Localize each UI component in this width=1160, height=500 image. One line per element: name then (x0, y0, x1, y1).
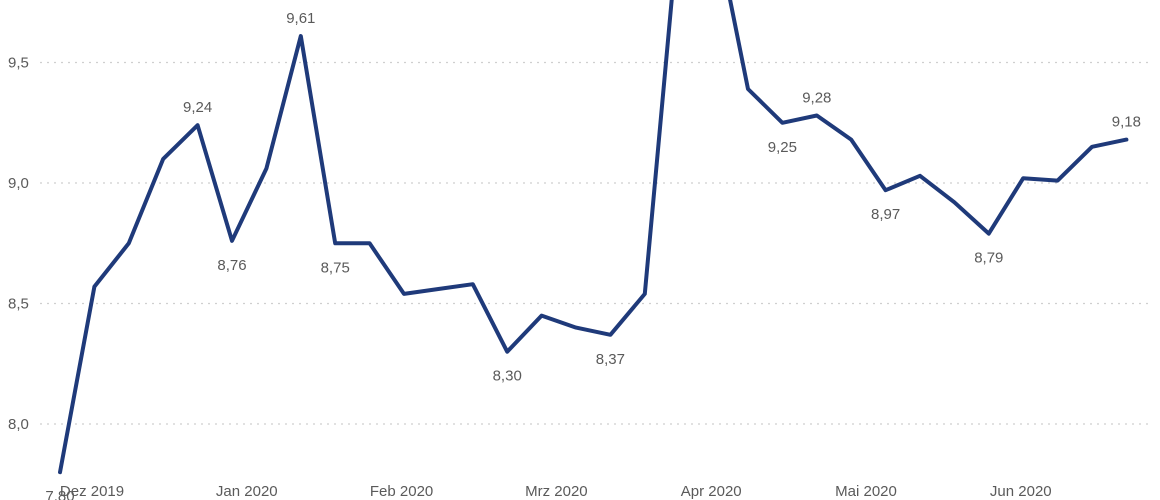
y-tick-label: 8,0 (8, 416, 29, 433)
data-label: 8,75 (321, 259, 350, 276)
data-label: 9,18 (1112, 114, 1141, 131)
series-line-group (58, 0, 1129, 475)
x-tick-label: Jun 2020 (990, 483, 1052, 500)
series-line (58, 0, 1129, 475)
data-label: 8,37 (596, 351, 625, 368)
y-tick-label: 9,5 (8, 55, 29, 72)
data-label: 8,30 (493, 368, 522, 385)
data-label: 9,61 (286, 10, 315, 27)
gridlines (40, 61, 1150, 425)
data-label: 9,25 (768, 139, 797, 156)
y-tick-label: 9,0 (8, 175, 29, 192)
data-label: 8,76 (217, 257, 246, 274)
x-tick-label: Mrz 2020 (525, 483, 588, 500)
x-axis-tick-labels: Dez 2019 Jan 2020 Feb 2020 Mrz 2020 Apr 2020… (60, 483, 1052, 500)
x-tick-label: Feb 2020 (370, 483, 433, 500)
data-label: 8,79 (974, 250, 1003, 267)
y-tick-label: 8,5 (8, 296, 29, 313)
x-tick-label: Dez 2019 (60, 483, 124, 500)
data-label: 7,80 (45, 488, 74, 500)
data-labels: 7,80 9,24 8,76 9,61 8,75 8,30 8,37 9,25 9,28 8,97… (45, 10, 1141, 500)
x-tick-label: Mai 2020 (835, 483, 897, 500)
data-label: 9,28 (802, 90, 831, 107)
x-tick-label: Apr 2020 (681, 483, 742, 500)
data-label: 9,24 (183, 99, 212, 116)
y-axis-tick-labels: 8,0 8,5 9,0 9,5 (8, 55, 29, 434)
data-label: 8,97 (871, 206, 900, 223)
x-tick-label: Jan 2020 (216, 483, 278, 500)
